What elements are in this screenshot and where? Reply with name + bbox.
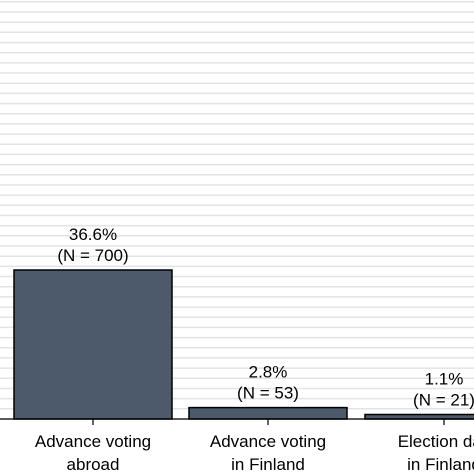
- value-label-1: 2.8%: [249, 363, 288, 382]
- bar-2: [364, 413, 474, 420]
- bar-0: [13, 269, 173, 420]
- category-label-2-line-0: Election day: [398, 432, 474, 451]
- value-label-2: 1.1%: [425, 370, 464, 389]
- x-axis-ticks: [92, 419, 445, 425]
- count-label-2: (N = 21): [413, 391, 474, 410]
- category-label-1-line-1: in Finland: [231, 455, 305, 474]
- bar-1: [188, 406, 348, 420]
- value-labels: 36.6% (N = 700) 2.8% (N = 53) 1.1% (N = 21): [57, 225, 474, 410]
- category-label-0-line-1: abroad: [67, 455, 120, 474]
- count-label-1: (N = 53): [237, 384, 299, 403]
- category-labels: Advance voting abroad Advance voting in Fin…: [35, 432, 474, 474]
- category-label-1-line-0: Advance voting: [210, 432, 326, 451]
- category-label-2-line-1: in Finland: [407, 455, 474, 474]
- category-label-0-line-0: Advance voting: [35, 432, 151, 451]
- bars: [13, 269, 474, 420]
- count-label-0: (N = 700): [57, 246, 128, 265]
- value-label-0: 36.6%: [69, 225, 117, 244]
